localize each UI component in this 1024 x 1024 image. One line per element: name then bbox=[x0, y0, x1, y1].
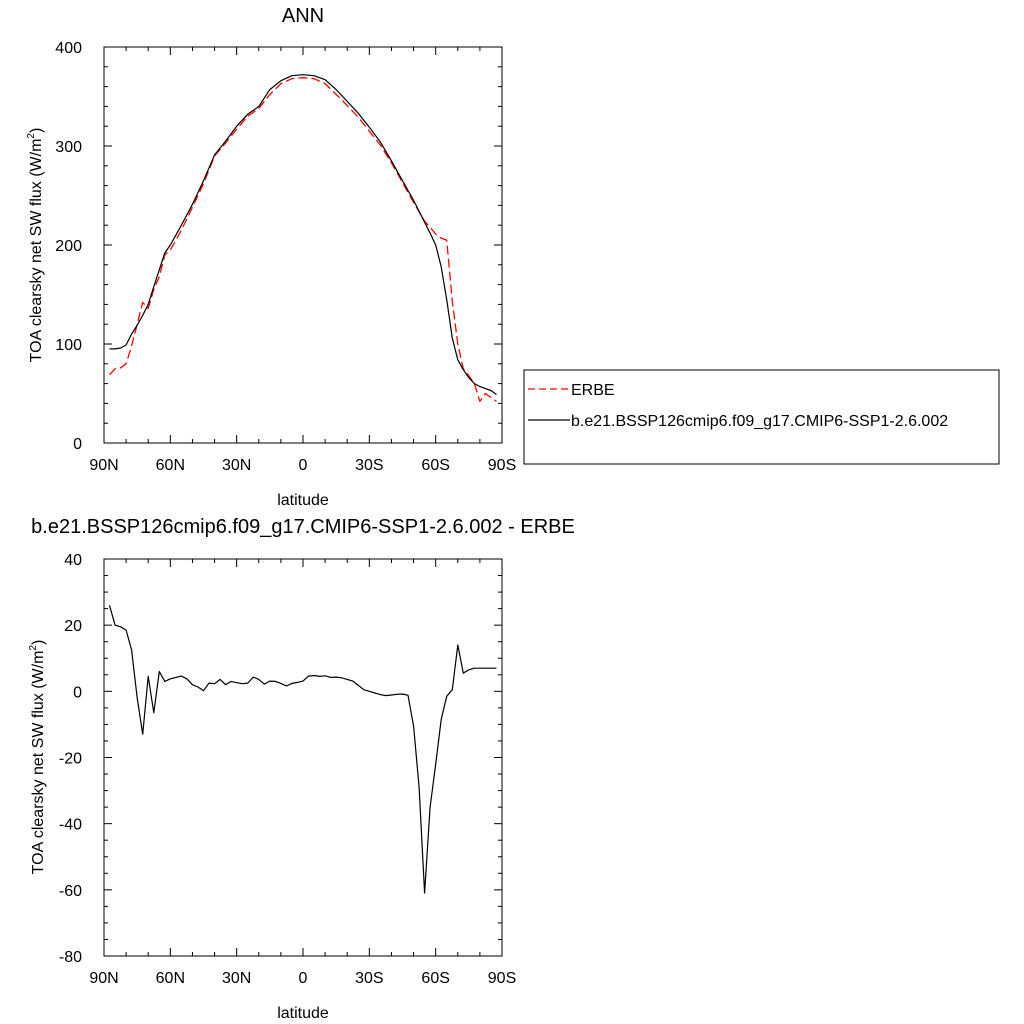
bottom-y-tick-label: -60 bbox=[59, 883, 82, 900]
bottom-x-tick-label: 30N bbox=[222, 970, 251, 987]
bottom-x-tick-label: 0 bbox=[299, 970, 308, 987]
top-x-tick-label: 60N bbox=[156, 457, 185, 474]
top-y-tick-label: 200 bbox=[55, 238, 82, 255]
panel-bottom-series bbox=[108, 605, 497, 894]
top-series-line-1 bbox=[109, 74, 497, 395]
legend-label-model: b.e21.BSSP126cmip6.f09_g17.CMIP6-SSP1-2.… bbox=[571, 413, 948, 430]
top-x-tick-label: 0 bbox=[299, 457, 308, 474]
bottom-x-tick-label: 60N bbox=[156, 970, 185, 987]
panel-top-ticks bbox=[103, 46, 503, 444]
panel-top-plot-frame bbox=[103, 46, 503, 444]
panel-top-y-axis-label: TOA clearsky net SW flux (W/m2) bbox=[26, 128, 45, 363]
top-x-tick-label: 90S bbox=[488, 457, 516, 474]
bottom-y-tick-label: -40 bbox=[59, 817, 82, 834]
top-y-tick-label: 100 bbox=[55, 337, 82, 354]
top-y-tick-label: 400 bbox=[55, 40, 82, 57]
panel-bottom-tick-labels: 90N 60N 30N 0 30S 60S 90S -80 -60 -40 -20 0 20 40 bbox=[59, 552, 516, 987]
bottom-x-tick-label: 90N bbox=[89, 970, 118, 987]
panel-bottom-y-axis-label: TOA clearsky net SW flux (W/m2) bbox=[28, 640, 47, 875]
bottom-y-tick-label: 40 bbox=[64, 552, 82, 569]
panel-bottom-plot-frame bbox=[103, 558, 503, 957]
bottom-y-tick-label: 0 bbox=[73, 684, 82, 701]
panel-bottom-x-axis-label: latitude bbox=[277, 1005, 329, 1022]
bottom-series-line-0 bbox=[108, 605, 497, 894]
top-series-line-0 bbox=[109, 77, 497, 403]
bottom-x-tick-label: 30S bbox=[355, 970, 383, 987]
top-y-tick-label: 300 bbox=[55, 139, 82, 156]
panel-top-series bbox=[109, 74, 497, 403]
bottom-x-tick-label: 60S bbox=[421, 970, 449, 987]
bottom-y-tick-label: 20 bbox=[64, 618, 82, 635]
legend-box bbox=[523, 369, 1000, 465]
bottom-y-tick-label: -80 bbox=[59, 949, 82, 966]
panel-top: ANN 90N 60N 30N 0 30S 60S 90S 0 100 200 300 400 lat… bbox=[26, 5, 516, 509]
top-y-tick-label: 0 bbox=[73, 436, 82, 453]
panel-top-title: ANN bbox=[282, 5, 324, 27]
panel-bottom: b.e21.BSSP126cmip6.f09_g17.CMIP6-SSP1-2.… bbox=[28, 516, 575, 1022]
bottom-x-tick-label: 90S bbox=[488, 970, 516, 987]
panel-bottom-ticks bbox=[103, 558, 503, 957]
top-x-tick-label: 90N bbox=[89, 457, 118, 474]
legend-label-erbe: ERBE bbox=[571, 382, 615, 399]
panel-bottom-title: b.e21.BSSP126cmip6.f09_g17.CMIP6-SSP1-2.… bbox=[31, 516, 575, 538]
top-x-tick-label: 30N bbox=[222, 457, 251, 474]
panel-top-x-axis-label: latitude bbox=[277, 492, 329, 509]
bottom-y-tick-label: -20 bbox=[59, 751, 82, 768]
legend: ERBE b.e21.BSSP126cmip6.f09_g17.CMIP6-SS… bbox=[523, 369, 1000, 465]
panel-top-tick-labels: 90N 60N 30N 0 30S 60S 90S 0 100 200 300 400 bbox=[55, 40, 516, 474]
top-x-tick-label: 60S bbox=[421, 457, 449, 474]
top-x-tick-label: 30S bbox=[355, 457, 383, 474]
